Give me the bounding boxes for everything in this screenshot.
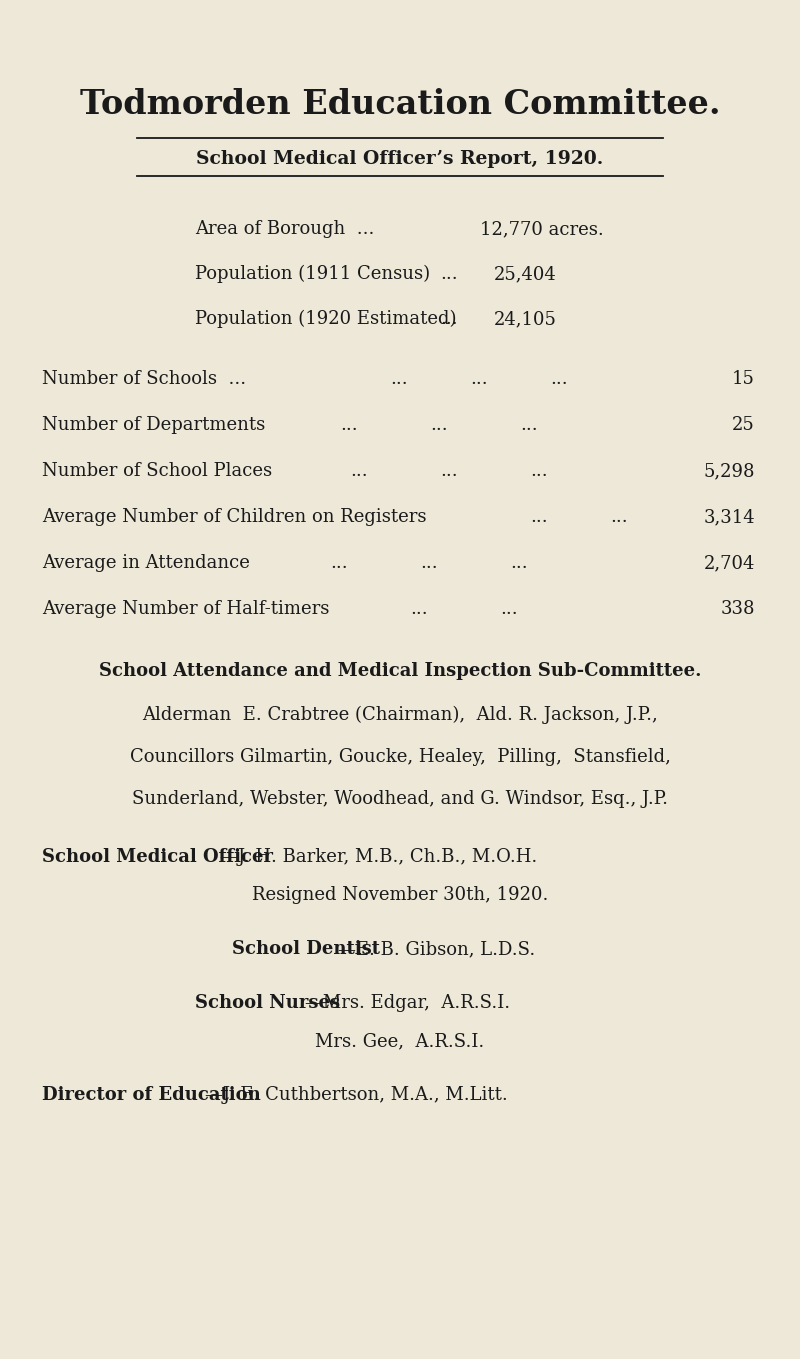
Text: ...: ... bbox=[440, 265, 458, 283]
Text: School Dentist: School Dentist bbox=[232, 940, 380, 958]
Text: —Mrs. Edgar,  A.R.S.I.: —Mrs. Edgar, A.R.S.I. bbox=[305, 993, 510, 1012]
Text: —E. B. Gibson, L.D.S.: —E. B. Gibson, L.D.S. bbox=[338, 940, 535, 958]
Text: ...: ... bbox=[530, 462, 548, 480]
Text: Average in Attendance: Average in Attendance bbox=[42, 554, 250, 572]
Text: Average Number of Half-timers: Average Number of Half-timers bbox=[42, 601, 330, 618]
Text: Director of Education: Director of Education bbox=[42, 1086, 261, 1104]
Text: Resigned November 30th, 1920.: Resigned November 30th, 1920. bbox=[252, 886, 548, 904]
Text: School Medical Officer: School Medical Officer bbox=[42, 848, 273, 866]
Text: Population (1920 Estimated): Population (1920 Estimated) bbox=[195, 310, 457, 329]
Text: Councillors Gilmartin, Goucke, Healey,  Pilling,  Stansfield,: Councillors Gilmartin, Goucke, Healey, P… bbox=[130, 747, 670, 766]
Text: ...: ... bbox=[340, 416, 358, 434]
Text: 25,404: 25,404 bbox=[494, 265, 557, 283]
Text: ...: ... bbox=[390, 370, 408, 389]
Text: 24,105: 24,105 bbox=[494, 310, 557, 328]
Text: 12,770 acres.: 12,770 acres. bbox=[480, 220, 604, 238]
Text: ...: ... bbox=[440, 462, 458, 480]
Text: Mrs. Gee,  A.R.S.I.: Mrs. Gee, A.R.S.I. bbox=[315, 1031, 485, 1051]
Text: 5,298: 5,298 bbox=[703, 462, 755, 480]
Text: 15: 15 bbox=[732, 370, 755, 389]
Text: ...: ... bbox=[410, 601, 428, 618]
Text: 25: 25 bbox=[732, 416, 755, 434]
Text: Average Number of Children on Registers: Average Number of Children on Registers bbox=[42, 508, 426, 526]
Text: Population (1911 Census): Population (1911 Census) bbox=[195, 265, 430, 283]
Text: ...: ... bbox=[510, 554, 528, 572]
Text: ...: ... bbox=[530, 508, 548, 526]
Text: Todmorden Education Committee.: Todmorden Education Committee. bbox=[80, 88, 720, 121]
Text: Number of Schools  ...: Number of Schools ... bbox=[42, 370, 246, 389]
Text: ...: ... bbox=[420, 554, 438, 572]
Text: ...: ... bbox=[440, 310, 458, 328]
Text: 338: 338 bbox=[721, 601, 755, 618]
Text: ...: ... bbox=[330, 554, 348, 572]
Text: School Attendance and Medical Inspection Sub-Committee.: School Attendance and Medical Inspection… bbox=[98, 662, 702, 680]
Text: 3,314: 3,314 bbox=[703, 508, 755, 526]
Text: ...: ... bbox=[430, 416, 448, 434]
Text: School Nurses: School Nurses bbox=[195, 993, 340, 1012]
Text: ...: ... bbox=[350, 462, 368, 480]
Text: Area of Borough  ...: Area of Borough ... bbox=[195, 220, 374, 238]
Text: ...: ... bbox=[610, 508, 628, 526]
Text: ...: ... bbox=[500, 601, 518, 618]
Text: —J. H. Barker, M.B., Ch.B., M.O.H.: —J. H. Barker, M.B., Ch.B., M.O.H. bbox=[220, 848, 538, 866]
Text: —J. E. Cuthbertson, M.A., M.Litt.: —J. E. Cuthbertson, M.A., M.Litt. bbox=[205, 1086, 508, 1104]
Text: Sunderland, Webster, Woodhead, and G. Windsor, Esq., J.P.: Sunderland, Webster, Woodhead, and G. Wi… bbox=[132, 790, 668, 809]
Text: School Medical Officer’s Report, 1920.: School Medical Officer’s Report, 1920. bbox=[196, 149, 604, 169]
Text: 2,704: 2,704 bbox=[704, 554, 755, 572]
Text: Alderman  E. Crabtree (Chairman),  Ald. R. Jackson, J.P.,: Alderman E. Crabtree (Chairman), Ald. R.… bbox=[142, 705, 658, 724]
Text: ...: ... bbox=[550, 370, 568, 389]
Text: ...: ... bbox=[520, 416, 538, 434]
Text: Number of School Places: Number of School Places bbox=[42, 462, 272, 480]
Text: ...: ... bbox=[470, 370, 488, 389]
Text: Number of Departments: Number of Departments bbox=[42, 416, 266, 434]
